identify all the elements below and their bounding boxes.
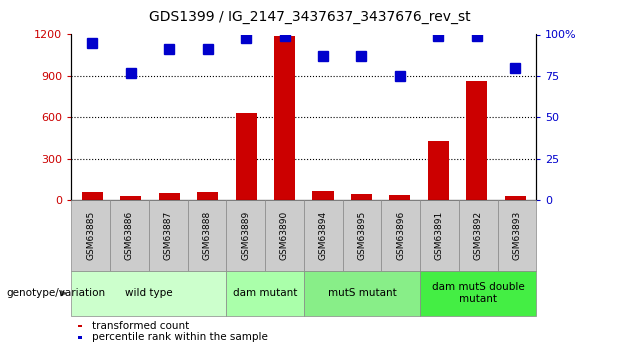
Text: mutS mutant: mutS mutant — [327, 288, 396, 298]
Bar — [351, 194, 372, 200]
Text: GSM63891: GSM63891 — [435, 211, 444, 260]
Bar — [274, 36, 295, 200]
Text: GDS1399 / IG_2147_3437637_3437676_rev_st: GDS1399 / IG_2147_3437637_3437676_rev_st — [149, 10, 471, 24]
Bar — [82, 192, 103, 200]
Text: GSM63889: GSM63889 — [241, 211, 250, 260]
Text: GSM63895: GSM63895 — [357, 211, 366, 260]
Text: dam mutant: dam mutant — [233, 288, 297, 298]
Bar — [505, 196, 526, 200]
Text: percentile rank within the sample: percentile rank within the sample — [92, 333, 268, 342]
Text: GSM63890: GSM63890 — [280, 211, 289, 260]
Bar — [120, 196, 141, 200]
Bar — [159, 193, 180, 200]
Text: wild type: wild type — [125, 288, 172, 298]
Text: GSM63893: GSM63893 — [512, 211, 521, 260]
Text: GSM63888: GSM63888 — [202, 211, 211, 260]
Bar — [312, 191, 334, 200]
Text: dam mutS double
mutant: dam mutS double mutant — [432, 283, 525, 304]
Text: GSM63885: GSM63885 — [86, 211, 95, 260]
Text: genotype/variation: genotype/variation — [6, 288, 105, 298]
Text: GSM63894: GSM63894 — [319, 211, 328, 260]
Text: GSM63887: GSM63887 — [164, 211, 173, 260]
Bar — [428, 141, 449, 200]
Bar — [236, 113, 257, 200]
Text: GSM63886: GSM63886 — [125, 211, 134, 260]
Bar — [197, 192, 218, 200]
Bar — [466, 81, 487, 200]
Text: GSM63896: GSM63896 — [396, 211, 405, 260]
Text: transformed count: transformed count — [92, 321, 189, 331]
Bar — [389, 195, 410, 200]
Text: GSM63892: GSM63892 — [474, 211, 483, 260]
